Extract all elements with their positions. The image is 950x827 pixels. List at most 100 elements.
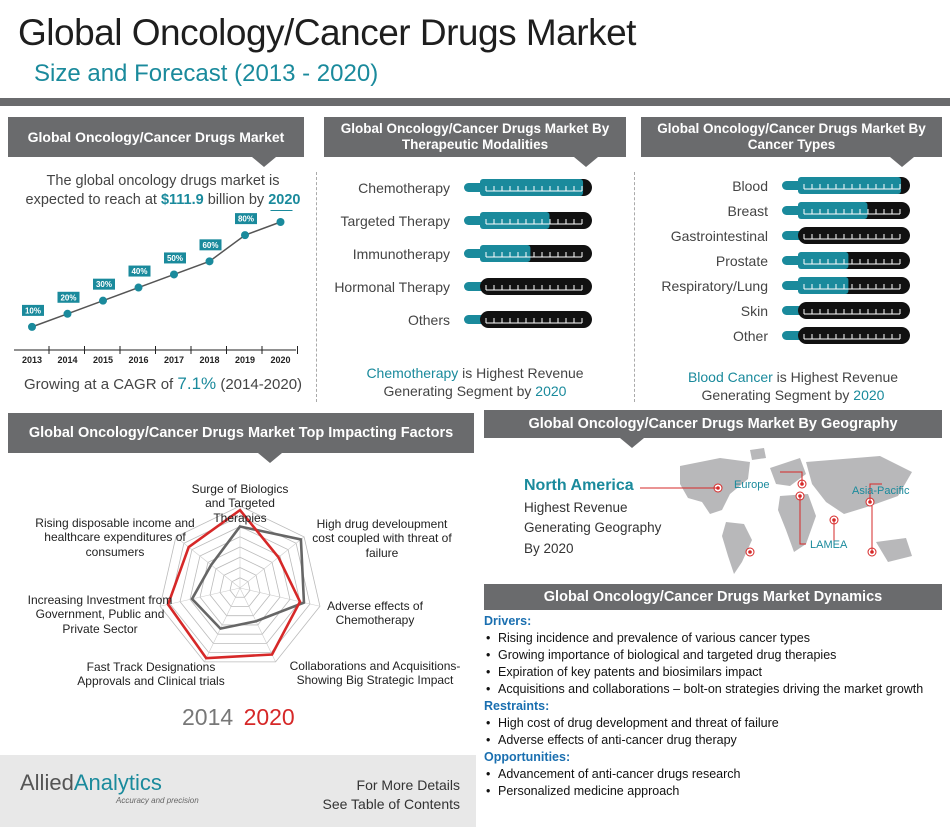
growth-data-label-box (57, 291, 80, 303)
thermo-label: Immunotherapy (352, 246, 450, 262)
radar-spoke (239, 536, 305, 589)
growth-point (241, 231, 249, 240)
thermo-bar (782, 177, 910, 194)
growth-year-label: 2019 (235, 355, 255, 365)
growth-data-label: 90% (273, 210, 289, 211)
dynamics-item: Acquisitions and collaborations – bolt-o… (484, 681, 944, 698)
growth-data-label-box (199, 239, 222, 251)
thermo-label: Blood (732, 178, 768, 194)
radar-label-1: High drug develoupment cost coupled with… (312, 517, 452, 560)
thermo-label: Breast (727, 203, 768, 219)
dynamics-heading: Opportunities: (484, 750, 571, 764)
dynamics-heading: Drivers: (484, 614, 532, 628)
growth-point (28, 322, 36, 331)
geo-line2: Generating Geography (524, 520, 662, 536)
modalities-note-b: is Highest Revenue (458, 365, 584, 381)
thermo-bar (782, 277, 910, 294)
thermo-tube (798, 302, 910, 319)
thermo-fill (798, 277, 849, 294)
dynamics-heading: Restraints: (484, 699, 550, 713)
thermo-row: Chemotherapy (324, 178, 624, 211)
map-leader-eu (780, 471, 803, 484)
thermo-tube (798, 327, 910, 344)
growth-point (63, 309, 72, 318)
thermo-bar (782, 327, 910, 344)
growth-data-label-box (270, 210, 293, 211)
thermo-row: Prostate (642, 251, 942, 276)
thermo-label: Respiratory/Lung (661, 278, 768, 294)
market-text: The global oncology drugs market is expe… (18, 172, 308, 210)
header-rule (0, 98, 950, 106)
radar-grid-ring (209, 556, 271, 617)
growth-year-label: 2015 (93, 355, 113, 365)
dynamics-item: Adverse effects of anti-cancer drug ther… (484, 732, 944, 749)
legend-2020: 2020 (243, 704, 295, 730)
dynamics-item: Expiration of key patents and biosimilar… (484, 664, 944, 681)
thermo-bar (782, 202, 910, 219)
world-map-landmasses (680, 448, 912, 574)
more-details-line2: See Table of Contents (322, 795, 460, 812)
growth-data-label: 50% (167, 254, 183, 263)
growth-data-label-box (93, 278, 115, 290)
growth-point (276, 218, 285, 226)
growth-data-label: 60% (202, 241, 218, 250)
types-note-highlight: Blood Cancer (687, 369, 773, 385)
thermo-row: Blood (642, 176, 942, 201)
radar-legend: 2014 2020 (182, 704, 295, 731)
thermo-tube (798, 227, 910, 244)
radar-series-2014 (190, 525, 306, 631)
radar-grid-ring (169, 515, 311, 654)
dynamics-item: Rising incidence and prevalence of vario… (484, 630, 944, 647)
market-banner: Global Oncology/Cancer Drugs Market (8, 117, 304, 157)
growth-point (134, 283, 143, 292)
geo-banner-title: Global Oncology/Cancer Drugs Market By G… (528, 415, 898, 432)
types-note-c: Generating Segment by (701, 387, 854, 404)
growth-data-label-box (128, 265, 151, 277)
types-banner-notch (890, 157, 914, 167)
thermo-label: Other (732, 328, 768, 344)
radar-spoke (175, 536, 241, 589)
more-details-line1: For More Details (356, 777, 460, 793)
growth-data-label-box (235, 213, 257, 225)
geo-line3: By 2020 (524, 540, 574, 556)
cagr-value: 7.1% (177, 374, 217, 393)
geo-text: North America Highest Revenue Generating… (524, 474, 674, 559)
more-details[interactable]: For More Details See Table of Contents (300, 776, 460, 814)
market-cagr: Growing at a CAGR of 7.1% (2014-2020) (24, 374, 304, 394)
region-lamea: LAMEA (810, 539, 848, 551)
growth-data-label-box (164, 252, 186, 264)
geo-banner-notch (620, 438, 644, 448)
thermo-row: Respiratory/Lung (642, 276, 942, 301)
page-title: Global Oncology/Cancer Drugs Market (18, 12, 636, 53)
growth-year-label: 2016 (128, 355, 148, 365)
thermo-fill (480, 245, 531, 262)
thermo-bar (464, 278, 592, 295)
factors-banner-notch (258, 453, 282, 463)
thermo-label: Chemotherapy (358, 180, 450, 196)
brand-logo: AlliedAnalytics Accuracy and precision (20, 770, 199, 805)
types-note-b: is Highest Revenue (772, 369, 899, 385)
thermo-row: Gastrointestinal (642, 226, 942, 251)
radar-grid-ring (179, 526, 301, 644)
thermo-tube (480, 311, 592, 328)
types-note-year: 2020 (853, 387, 885, 404)
geo-line1: Highest Revenue (524, 500, 628, 515)
factors-banner-title: Global Oncology/Cancer Drugs Market Top … (28, 424, 454, 441)
factors-banner: Global Oncology/Cancer Drugs Market Top … (8, 413, 474, 453)
types-list: Blood Breast Gastrointestinal Prostate Respi… (642, 176, 942, 351)
types-banner-title: Global Oncology/Cancer Drugs Market By C… (657, 121, 926, 152)
dynamics-item: High cost of drug development and threat… (484, 715, 944, 732)
modalities-note-highlight: Chemotherapy (366, 365, 459, 381)
thermo-bar (782, 302, 910, 319)
thermo-bar (464, 245, 592, 262)
thermo-fill (480, 212, 550, 229)
growth-year-label: 2020 (270, 355, 290, 365)
market-value: $111.9 (160, 191, 204, 208)
thermo-row: Breast (642, 201, 942, 226)
growth-year-label: 2013 (22, 355, 42, 365)
brand-tagline: Accuracy and precision (116, 796, 199, 805)
growth-point (99, 296, 107, 305)
growth-data-label: 20% (60, 293, 76, 302)
cagr-suffix: (2014-2020) (216, 376, 303, 393)
growth-chart: 2013 10% 2014 20% 2015 30% 2016 40% 2017 50% 2018 6… (14, 210, 298, 365)
